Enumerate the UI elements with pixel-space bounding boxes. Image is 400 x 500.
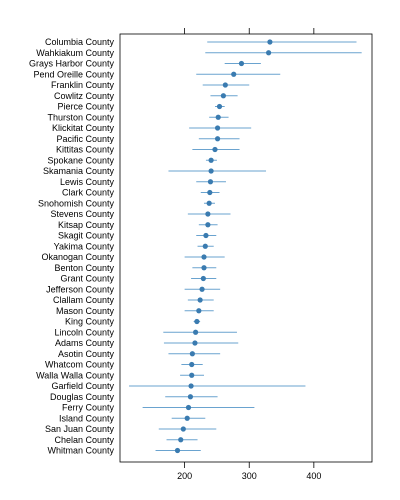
data-point xyxy=(205,222,211,228)
category-label: Yakima County xyxy=(54,241,115,251)
category-label: Spokane County xyxy=(47,155,114,165)
data-point xyxy=(189,372,195,378)
category-label: Jefferson County xyxy=(46,284,114,294)
category-label: Okanogan County xyxy=(41,252,114,262)
category-label: Pacific County xyxy=(56,134,114,144)
category-label: Walla Walla County xyxy=(36,370,114,380)
category-label: Skamania County xyxy=(43,166,115,176)
data-point xyxy=(194,318,200,325)
category-label: Clark County xyxy=(62,188,115,198)
data-point xyxy=(184,415,190,421)
category-label: Snohomish County xyxy=(38,198,115,208)
category-label: Cowlitz County xyxy=(54,91,115,101)
data-point xyxy=(180,426,186,432)
data-point xyxy=(187,394,194,400)
data-point xyxy=(208,157,214,163)
category-label: Wahkiakum County xyxy=(36,48,114,58)
error-bars xyxy=(129,41,362,451)
data-point xyxy=(196,308,202,314)
data-point xyxy=(192,340,198,346)
category-label: San Juan County xyxy=(45,424,115,434)
data-point xyxy=(201,265,207,271)
data-point xyxy=(222,82,228,88)
category-label: Klickitat County xyxy=(52,123,115,133)
data-point xyxy=(202,243,208,249)
category-label: Benton County xyxy=(54,263,114,273)
data-point xyxy=(214,125,221,131)
data-point xyxy=(199,286,205,292)
data-point xyxy=(214,136,221,142)
data-point xyxy=(189,361,195,368)
data-point xyxy=(208,168,214,174)
data-point xyxy=(189,351,195,357)
category-label: Whitman County xyxy=(47,446,114,456)
data-point xyxy=(203,232,209,239)
category-label: Mason County xyxy=(56,306,115,316)
category-label: Franklin County xyxy=(51,80,115,90)
category-label: Grays Harbor County xyxy=(29,59,115,69)
data-points xyxy=(174,39,273,454)
category-label: Lewis County xyxy=(60,177,115,187)
plot-frame xyxy=(119,33,373,463)
category-label: King County xyxy=(65,317,115,327)
data-point xyxy=(215,114,221,120)
x-tick-label: 200 xyxy=(177,471,192,481)
data-point xyxy=(207,189,213,196)
category-label: Stevens County xyxy=(50,209,114,219)
x-tick-label: 400 xyxy=(306,471,321,481)
data-point xyxy=(231,71,237,77)
x-tick-label: 300 xyxy=(242,471,257,481)
category-label: Pierce County xyxy=(57,102,114,112)
data-point xyxy=(193,329,199,335)
category-label: Douglas County xyxy=(50,392,115,402)
data-point xyxy=(188,383,194,389)
data-point xyxy=(238,60,245,67)
category-label: Ferry County xyxy=(62,403,115,413)
category-label: Thurston County xyxy=(47,112,114,122)
data-point xyxy=(216,103,223,110)
category-label: Adams County xyxy=(55,338,115,348)
category-label: Kitsap County xyxy=(58,220,115,230)
data-point xyxy=(185,404,192,411)
category-label: Asotin County xyxy=(58,349,115,359)
data-point xyxy=(178,437,184,443)
category-label: Columbia County xyxy=(45,37,115,47)
data-point xyxy=(200,275,206,282)
data-point xyxy=(267,39,273,45)
category-label: Chelan County xyxy=(54,435,114,445)
top-axis-ticks xyxy=(184,28,315,34)
data-point xyxy=(205,211,211,217)
data-point xyxy=(212,146,218,153)
category-label: Grant County xyxy=(60,274,114,284)
data-point xyxy=(220,93,226,99)
category-label: Lincoln County xyxy=(54,327,114,337)
data-point xyxy=(207,179,214,185)
data-point xyxy=(266,50,272,56)
category-label: Garfield County xyxy=(51,381,114,391)
category-label: Skagit County xyxy=(58,231,115,241)
category-label: Clallam County xyxy=(53,295,115,305)
data-point xyxy=(197,297,203,303)
category-label: Pend Oreille County xyxy=(33,69,114,79)
data-point xyxy=(201,254,207,260)
bottom-axis: 200 300 400 xyxy=(177,462,321,481)
category-label: Island County xyxy=(59,413,115,423)
data-point xyxy=(174,447,181,454)
category-label: Whatcom County xyxy=(45,360,115,370)
data-point xyxy=(206,200,212,206)
category-label: Kittitas County xyxy=(56,145,115,155)
